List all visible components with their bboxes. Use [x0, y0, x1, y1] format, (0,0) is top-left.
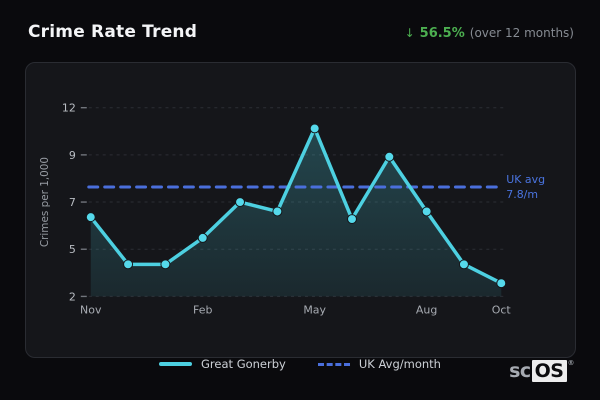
- scos-logo: sc OS ®: [509, 360, 574, 382]
- down-arrow-icon: ↓: [404, 26, 415, 40]
- x-tick-label: Aug: [416, 303, 437, 316]
- solid-line-swatch-icon: [159, 362, 193, 366]
- header: Crime Rate Trend ↓ 56.5% (over 12 months…: [28, 22, 574, 42]
- uk-avg-label-line1: UK avg: [506, 173, 545, 186]
- trend-line: [89, 126, 504, 285]
- data-point-jul[interactable]: [384, 151, 395, 162]
- data-point-jan[interactable]: [160, 259, 171, 270]
- trend-period: (over 12 months): [469, 26, 574, 40]
- y-tick-label: 9: [69, 149, 76, 162]
- x-tick-label: Oct: [492, 303, 512, 316]
- y-tick-label: 5: [69, 243, 76, 256]
- data-point-may[interactable]: [309, 123, 320, 134]
- x-tick-label: May: [303, 303, 326, 316]
- x-tick-label: Feb: [193, 303, 212, 316]
- y-tick-label: 2: [69, 290, 76, 303]
- data-point-feb[interactable]: [197, 232, 208, 243]
- registered-trademark-icon: ®: [567, 359, 575, 367]
- dashed-line-swatch-icon: [317, 362, 350, 366]
- series-area-fill: [90, 128, 502, 297]
- data-point-sep[interactable]: [458, 259, 469, 270]
- data-point-apr[interactable]: [272, 206, 283, 217]
- trend-stat: ↓ 56.5% (over 12 months): [405, 26, 574, 41]
- data-point-aug[interactable]: [421, 206, 432, 217]
- y-tick-label: 7: [69, 196, 76, 209]
- logo-main: OS: [531, 360, 567, 382]
- x-tick-label: Nov: [80, 303, 102, 316]
- chart-legend: Great Gonerby UK Avg/month: [0, 357, 600, 371]
- legend-label: UK Avg/month: [358, 357, 441, 371]
- trend-percentage: 56.5%: [419, 26, 465, 41]
- data-point-oct[interactable]: [496, 278, 507, 289]
- y-tick-label: 12: [62, 102, 76, 115]
- legend-item-great-gonerby[interactable]: Great Gonerby: [159, 357, 286, 371]
- data-point-mar[interactable]: [235, 197, 246, 208]
- page-title: Crime Rate Trend: [28, 22, 198, 42]
- logo-prefix: sc: [509, 360, 531, 382]
- legend-item-uk-avg[interactable]: UK Avg/month: [317, 357, 441, 371]
- legend-label: Great Gonerby: [201, 357, 286, 371]
- data-point-nov[interactable]: [85, 212, 96, 223]
- chart-card: 12 9 7 5 2 Nov Feb May Aug Oct Crimes per 1,000 UK …: [25, 62, 576, 358]
- y-axis-title: Crimes per 1,000: [39, 157, 51, 247]
- crime-trend-line-chart: 12 9 7 5 2 Nov Feb May Aug Oct Crimes per 1,000 UK …: [39, 102, 545, 317]
- data-point-dec[interactable]: [123, 259, 134, 270]
- data-point-jun[interactable]: [347, 214, 357, 225]
- uk-avg-label-line2: 7.8/m: [506, 188, 538, 201]
